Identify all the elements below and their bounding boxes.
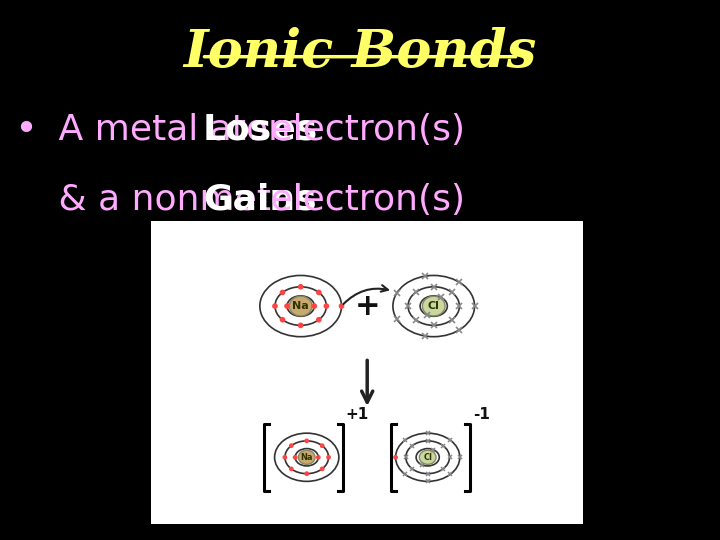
FancyBboxPatch shape xyxy=(151,221,583,524)
Text: electron(s): electron(s) xyxy=(259,113,465,146)
Text: Gains: Gains xyxy=(203,183,317,217)
Text: & a nonmetal: & a nonmetal xyxy=(47,183,315,217)
Text: Ionic Bonds: Ionic Bonds xyxy=(184,27,536,78)
Text: A metal atom: A metal atom xyxy=(47,113,315,146)
Text: Loses: Loses xyxy=(203,113,318,146)
Text: electron(s): electron(s) xyxy=(259,183,465,217)
Text: •: • xyxy=(14,111,37,148)
